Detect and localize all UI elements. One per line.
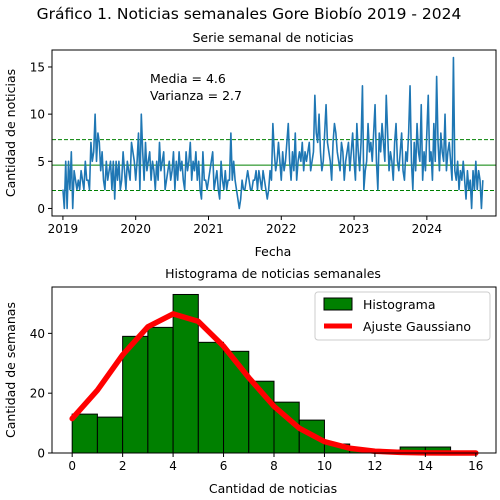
- bottom-y-tick-label: 40: [30, 327, 45, 341]
- legend-label-fit: Ajuste Gaussiano: [363, 319, 471, 334]
- top-x-tick-label: 2020: [120, 222, 151, 236]
- top-y-axis-label: Cantidad de noticias: [3, 69, 18, 197]
- bottom-x-tick-label: 12: [367, 459, 382, 473]
- top-x-tick-label: 2023: [339, 222, 370, 236]
- bottom-x-tick-label: 8: [270, 459, 278, 473]
- legend-label-histogram: Histograma: [363, 297, 436, 312]
- top-plot-frame: [51, 49, 497, 217]
- bottom-y-tick-label: 20: [30, 387, 45, 401]
- histogram-bar: [122, 335, 149, 454]
- histogram-bar: [147, 326, 174, 454]
- top-x-tick-label: 2024: [412, 222, 443, 236]
- bottom-x-tick-label: 4: [169, 459, 177, 473]
- bottom-chart-title: Histograma de noticias semanales: [165, 266, 381, 281]
- histogram-bar: [223, 350, 250, 454]
- top-x-tick-label: 2022: [266, 222, 297, 236]
- bottom-x-tick-label: 6: [220, 459, 228, 473]
- bottom-x-tick-label: 10: [317, 459, 332, 473]
- top-x-tick-label: 2021: [193, 222, 224, 236]
- bottom-y-axis-label: Cantidad de semanas: [3, 302, 18, 438]
- bottom-x-tick-label: 2: [119, 459, 127, 473]
- top-chart-title: Serie semanal de noticias: [192, 30, 353, 45]
- histogram-bar: [71, 413, 98, 454]
- bottom-x-tick-label: 16: [468, 459, 483, 473]
- top-x-tick-label: 2019: [48, 222, 79, 236]
- bottom-x-axis-label: Cantidad de noticias: [209, 481, 337, 496]
- legend: Histograma Ajuste Gaussiano: [314, 291, 491, 341]
- bottom-x-tick-label: 0: [68, 459, 76, 473]
- top-y-tick-label: 10: [30, 108, 45, 122]
- histogram-bar: [197, 341, 225, 454]
- weekly-series-chart: Serie semanal de noticias 2019 2020 2021 20…: [3, 30, 497, 259]
- legend-box: [314, 291, 491, 341]
- bottom-x-tick-label: 14: [418, 459, 433, 473]
- histogram-bar: [96, 416, 124, 454]
- top-y-tick-label: 15: [30, 60, 45, 74]
- top-x-axis-label: Fecha: [255, 244, 292, 259]
- bottom-y-tick-label: 0: [37, 447, 45, 461]
- figure-title: Gráfico 1. Noticias semanales Gore Biobí…: [37, 5, 462, 23]
- top-annotation-variance: Varianza = 2.7: [150, 88, 242, 103]
- top-y-tick-label: 5: [37, 155, 45, 169]
- top-y-tick-label: 0: [37, 202, 45, 216]
- weekly-series-line: [62, 56, 484, 210]
- histogram-chart: Histograma de noticias semanales 0 2 4 6 8 10…: [3, 266, 497, 496]
- top-annotation-mean: Media = 4.6: [150, 71, 226, 86]
- legend-swatch-histogram: [323, 297, 353, 311]
